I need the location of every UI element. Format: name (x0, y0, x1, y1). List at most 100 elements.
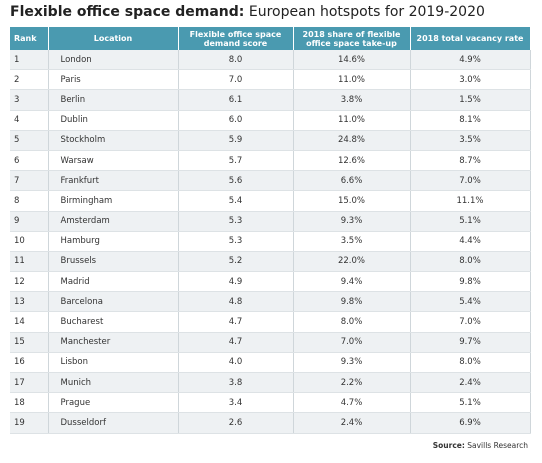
table-cell: 3.8 (178, 372, 294, 394)
table-cell: 7.0% (293, 332, 411, 353)
table-cell: 4.8 (178, 291, 294, 313)
table-cell: 22.0% (293, 251, 411, 273)
table-row: 13 Barcelona 4.8 9.8% 5.4% (10, 291, 531, 313)
table-cell: Berlin (48, 89, 179, 111)
source: Source: Savills Research (433, 441, 528, 450)
table-cell: Birmingham (48, 190, 179, 212)
table-cell: 5.1% (410, 211, 531, 232)
table-cell: 1 (10, 50, 49, 71)
table-body: 1 London 8.0 14.6% 4.9% 2 Paris 7.0 11.0% 3.0% 3 Be… (10, 50, 531, 434)
table-cell: 16 (10, 352, 49, 374)
table-cell: Brussels (48, 251, 179, 273)
table-cell: 2.2% (293, 372, 411, 394)
table-cell: 7.0% (410, 311, 531, 333)
table-cell: Hamburg (48, 231, 179, 252)
table-cell: 2.6 (178, 412, 294, 434)
table-row: 16 Lisbon 4.0 9.3% 8.0% (10, 352, 531, 374)
table-row: 8 Birmingham 5.4 15.0% 11.1% (10, 190, 531, 212)
table-cell: 4.9% (410, 50, 531, 71)
table-cell: 4 (10, 110, 49, 131)
table-cell: 15 (10, 332, 49, 353)
table-cell: 4.4% (410, 231, 531, 252)
table-cell: 14 (10, 311, 49, 333)
table-cell: Stockholm (48, 130, 179, 151)
table-cell: 5.9 (178, 130, 294, 151)
table-cell: 4.7 (178, 332, 294, 353)
table-cell: 5 (10, 130, 49, 151)
header-cell: Location (48, 27, 179, 50)
table-cell: 5.7 (178, 150, 294, 172)
table-cell: Dusseldorf (48, 412, 179, 434)
table-cell: 5.4% (410, 291, 531, 313)
header-cell: 2018 total vacancy rate (410, 27, 531, 50)
table-row: 2 Paris 7.0 11.0% 3.0% (10, 69, 531, 91)
table-row: 1 London 8.0 14.6% 4.9% (10, 50, 531, 71)
table-cell: 9 (10, 211, 49, 232)
table-cell: 3.5% (293, 231, 411, 252)
table-cell: 4.0 (178, 352, 294, 374)
table-cell: 6.1 (178, 89, 294, 111)
table-cell: 8.0% (410, 352, 531, 374)
table-cell: Munich (48, 372, 179, 394)
header-row: Rank Location Flexible office space demand… (10, 27, 531, 50)
table-cell: 5.1% (410, 392, 531, 414)
table-cell: 8.0 (178, 50, 294, 71)
table-cell: London (48, 50, 179, 71)
table-cell: 8.0% (293, 311, 411, 333)
table-cell: 8.1% (410, 110, 531, 131)
table-cell: 11.0% (293, 110, 411, 131)
table-cell: Madrid (48, 271, 179, 293)
table-row: 11 Brussels 5.2 22.0% 8.0% (10, 251, 531, 273)
table-cell: 6.0 (178, 110, 294, 131)
table-cell: Frankfurt (48, 170, 179, 192)
table-cell: 3 (10, 89, 49, 111)
table-cell: 1.5% (410, 89, 531, 111)
table-cell: 4.7% (293, 392, 411, 414)
table-cell: Bucharest (48, 311, 179, 333)
table-cell: 5.2 (178, 251, 294, 273)
table-cell: 7.0 (178, 69, 294, 91)
table-row: 4 Dublin 6.0 11.0% 8.1% (10, 110, 531, 131)
table-row: 12 Madrid 4.9 9.4% 9.8% (10, 271, 531, 293)
table-cell: 5.3 (178, 211, 294, 232)
table-cell: 9.4% (293, 271, 411, 293)
table-row: 10 Hamburg 5.3 3.5% 4.4% (10, 231, 531, 252)
title: Flexible office space demand: European h… (10, 4, 485, 20)
table-cell: 9.3% (293, 352, 411, 374)
table-cell: Manchester (48, 332, 179, 353)
table-cell: 9.8% (293, 291, 411, 313)
source-text: Savills Research (467, 441, 528, 450)
table-row: 9 Amsterdam 5.3 9.3% 5.1% (10, 211, 531, 232)
table-cell: 5.4 (178, 190, 294, 212)
table-cell: Prague (48, 392, 179, 414)
table-cell: 11 (10, 251, 49, 273)
table-cell: 12.6% (293, 150, 411, 172)
table-cell: 24.8% (293, 130, 411, 151)
table-row: 7 Frankfurt 5.6 6.6% 7.0% (10, 170, 531, 192)
header-cell: Flexible office space demand score (178, 27, 294, 50)
table-cell: 3.5% (410, 130, 531, 151)
table-cell: 11.1% (410, 190, 531, 212)
table-cell: 8 (10, 190, 49, 212)
table-row: 17 Munich 3.8 2.2% 2.4% (10, 372, 531, 394)
header-cell: Rank (10, 27, 49, 50)
table-cell: 2.4% (410, 372, 531, 394)
table-cell: 17 (10, 372, 49, 394)
table-cell: 7 (10, 170, 49, 192)
table-row: 3 Berlin 6.1 3.8% 1.5% (10, 89, 531, 111)
table-cell: 2.4% (293, 412, 411, 434)
table-cell: 12 (10, 271, 49, 293)
table-cell: 4.7 (178, 311, 294, 333)
table-cell: 3.0% (410, 69, 531, 91)
table-cell: Barcelona (48, 291, 179, 313)
table-cell: 6.9% (410, 412, 531, 434)
table-cell: 8.7% (410, 150, 531, 172)
table-cell: 4.9 (178, 271, 294, 293)
table-cell: 3.4 (178, 392, 294, 414)
table-cell: 9.3% (293, 211, 411, 232)
table-cell: 2 (10, 69, 49, 91)
table-cell: 10 (10, 231, 49, 252)
table-cell: 5.6 (178, 170, 294, 192)
table-cell: 6.6% (293, 170, 411, 192)
